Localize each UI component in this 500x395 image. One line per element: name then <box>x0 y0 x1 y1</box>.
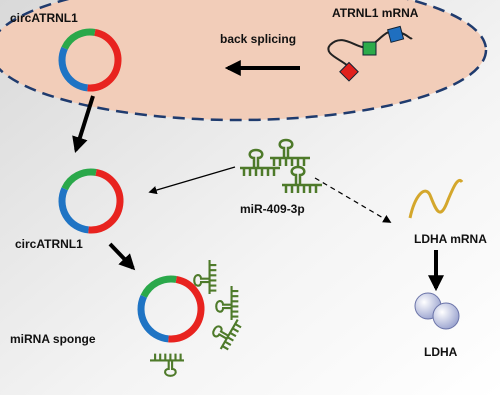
mrna-strand <box>329 30 413 49</box>
circrna-arc <box>58 46 89 92</box>
circrna-arc <box>61 28 96 50</box>
circrna-group <box>58 28 205 343</box>
exon-blue <box>387 25 405 43</box>
circrna-arc <box>168 276 205 343</box>
exon-green <box>362 41 377 56</box>
label: miRNA sponge <box>10 332 96 346</box>
label: LDHA <box>424 345 458 359</box>
circrna-arc <box>137 294 169 343</box>
label: circATRNL1 <box>15 237 83 251</box>
label: circATRNL1 <box>10 11 78 25</box>
label: LDHA mRNA <box>414 232 487 246</box>
circrna-arc <box>58 187 89 234</box>
circrna-arc <box>140 275 177 298</box>
circrna-arc <box>87 28 122 92</box>
cell-nucleus <box>0 0 488 122</box>
ldha-mrna-strand <box>408 179 464 219</box>
exon-red <box>339 61 359 82</box>
arrow <box>148 166 236 195</box>
circrna-arc <box>61 168 97 191</box>
label: miR-409-3p <box>240 202 305 216</box>
arrow <box>72 95 95 154</box>
label: ATRNL1 mRNA <box>332 6 419 20</box>
arrow <box>108 242 136 271</box>
protein <box>432 302 460 330</box>
arrow-dashed <box>314 177 392 223</box>
label: back splicing <box>220 32 296 46</box>
circrna-arc <box>88 168 124 234</box>
